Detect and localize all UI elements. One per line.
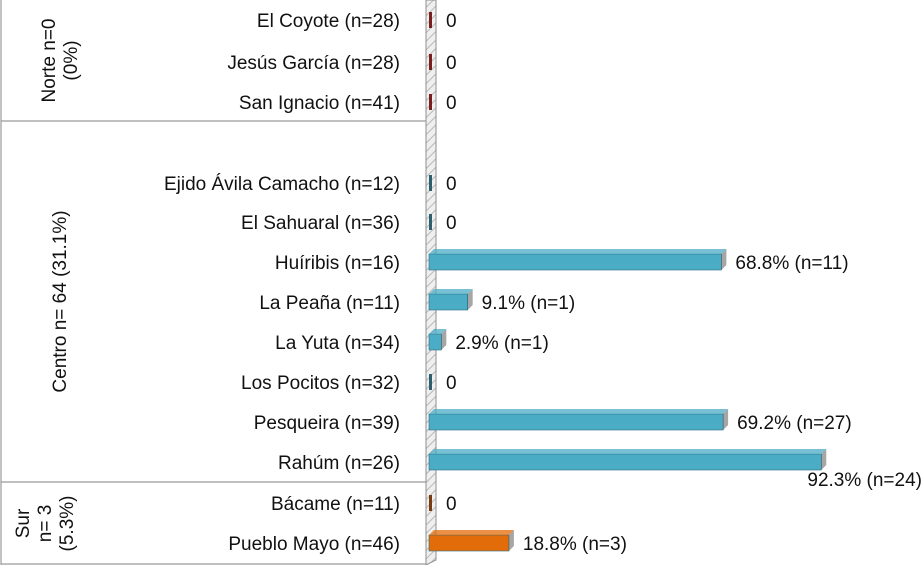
group-label-line: Centro n= 64 (31.1%) xyxy=(50,210,71,392)
bar-bacame-n-11 xyxy=(429,495,432,511)
data-label-la-yuta-n-34: 2.9% (n=1) xyxy=(455,333,548,354)
category-label-bacame-n-11: Bácame (n=11) xyxy=(271,494,400,515)
bar-side-rahum-n-26 xyxy=(821,449,827,470)
bar-san-ignacio-n-41 xyxy=(429,94,432,110)
group-labels: Norte n=0(0%) Centro n= 64 (31.1%) Surn= 3… xyxy=(13,19,82,552)
bar-top-la-peana-n-11 xyxy=(429,289,473,294)
bar-rahum-n-26 xyxy=(428,453,822,471)
data-label-el-coyote-n-28: 0 xyxy=(446,11,457,32)
category-labels: El Coyote (n=28) Jesús García (n=28) San I… xyxy=(164,11,400,555)
group-label-centro: Centro n= 64 (31.1%) xyxy=(50,210,71,392)
category-label-los-pocitos-n-32: Los Pocitos (n=32) xyxy=(241,373,400,394)
group-label-line: (5.3%) xyxy=(57,496,78,552)
bars xyxy=(428,12,827,552)
bar-top-rahum-n-26 xyxy=(429,449,827,454)
data-label-la-peana-n-11: 9.1% (n=1) xyxy=(482,293,575,314)
group-label-norte: Norte n=0(0%) xyxy=(39,19,82,103)
category-label-la-peana-n-11: La Peaña (n=11) xyxy=(259,293,400,314)
data-label-bacame-n-11: 0 xyxy=(446,494,457,515)
bar-pesqueira-n-39 xyxy=(428,413,724,431)
bar-la-yuta-n-34 xyxy=(428,333,442,351)
category-label-pueblo-mayo-n-46: Pueblo Mayo (n=46) xyxy=(228,534,400,555)
group-label-line: Sur xyxy=(13,508,34,538)
bar-side-la-yuta-n-34 xyxy=(441,329,447,350)
bar-top-huiribis-n-16 xyxy=(429,249,727,254)
data-label-pesqueira-n-39: 69.2% (n=27) xyxy=(737,413,852,434)
category-label-ejido-avila-camacho-n-12: Ejido Ávila Camacho (n=12) xyxy=(164,174,400,195)
category-label-pesqueira-n-39: Pesqueira (n=39) xyxy=(254,413,400,434)
data-label-rahum-n-26: 92.3% (n=24) xyxy=(807,470,922,491)
group-label-line: (0%) xyxy=(61,40,82,80)
data-labels: 0 0 0 0 0 68.8% (n=11) 9.1% (n=1) 2.9% (n=1) 0 69… xyxy=(446,11,922,555)
bar-jesus-garcia-n-28 xyxy=(429,54,432,70)
bar-top-la-yuta-n-34 xyxy=(429,329,447,334)
data-label-ejido-avila-camacho-n-12: 0 xyxy=(446,174,457,195)
data-label-pueblo-mayo-n-46: 18.8% (n=3) xyxy=(523,534,627,555)
bar-pueblo-mayo-n-46 xyxy=(428,534,510,552)
bar-el-sahuaral-n-36 xyxy=(429,214,432,230)
group-label-sur: Surn= 3(5.3%) xyxy=(13,496,78,552)
bar-huiribis-n-16 xyxy=(428,253,722,271)
bar-la-peana-n-11 xyxy=(428,293,468,311)
data-label-huiribis-n-16: 68.8% (n=11) xyxy=(735,253,848,274)
data-label-el-sahuaral-n-36: 0 xyxy=(446,213,457,234)
category-label-el-sahuaral-n-36: El Sahuaral (n=36) xyxy=(241,213,400,234)
axis-wall xyxy=(425,0,437,565)
category-label-rahum-n-26: Rahúm (n=26) xyxy=(278,453,400,474)
bar-el-coyote-n-28 xyxy=(429,12,432,28)
bar-side-pueblo-mayo-n-46 xyxy=(508,530,514,551)
data-label-jesus-garcia-n-28: 0 xyxy=(446,53,457,74)
category-label-la-yuta-n-34: La Yuta (n=34) xyxy=(275,333,400,354)
category-label-san-ignacio-n-41: San Ignacio (n=41) xyxy=(239,93,400,114)
data-label-san-ignacio-n-41: 0 xyxy=(446,93,457,114)
bar-ejido-avila-camacho-n-12 xyxy=(429,175,432,191)
category-label-huiribis-n-16: Huíribis (n=16) xyxy=(275,253,400,274)
category-label-el-coyote-n-28: El Coyote (n=28) xyxy=(257,11,400,32)
bar-side-huiribis-n-16 xyxy=(721,249,727,270)
group-label-line: Norte n=0 xyxy=(39,19,60,103)
category-label-jesus-garcia-n-28: Jesús García (n=28) xyxy=(227,53,400,74)
bar-top-pesqueira-n-39 xyxy=(429,409,729,414)
group-label-line: n= 3 xyxy=(35,505,56,543)
bar-los-pocitos-n-32 xyxy=(429,374,432,390)
bar-top-pueblo-mayo-n-46 xyxy=(429,530,514,535)
data-label-los-pocitos-n-32: 0 xyxy=(446,373,457,394)
bar-side-pesqueira-n-39 xyxy=(723,409,729,430)
bar-side-la-peana-n-11 xyxy=(467,289,473,310)
